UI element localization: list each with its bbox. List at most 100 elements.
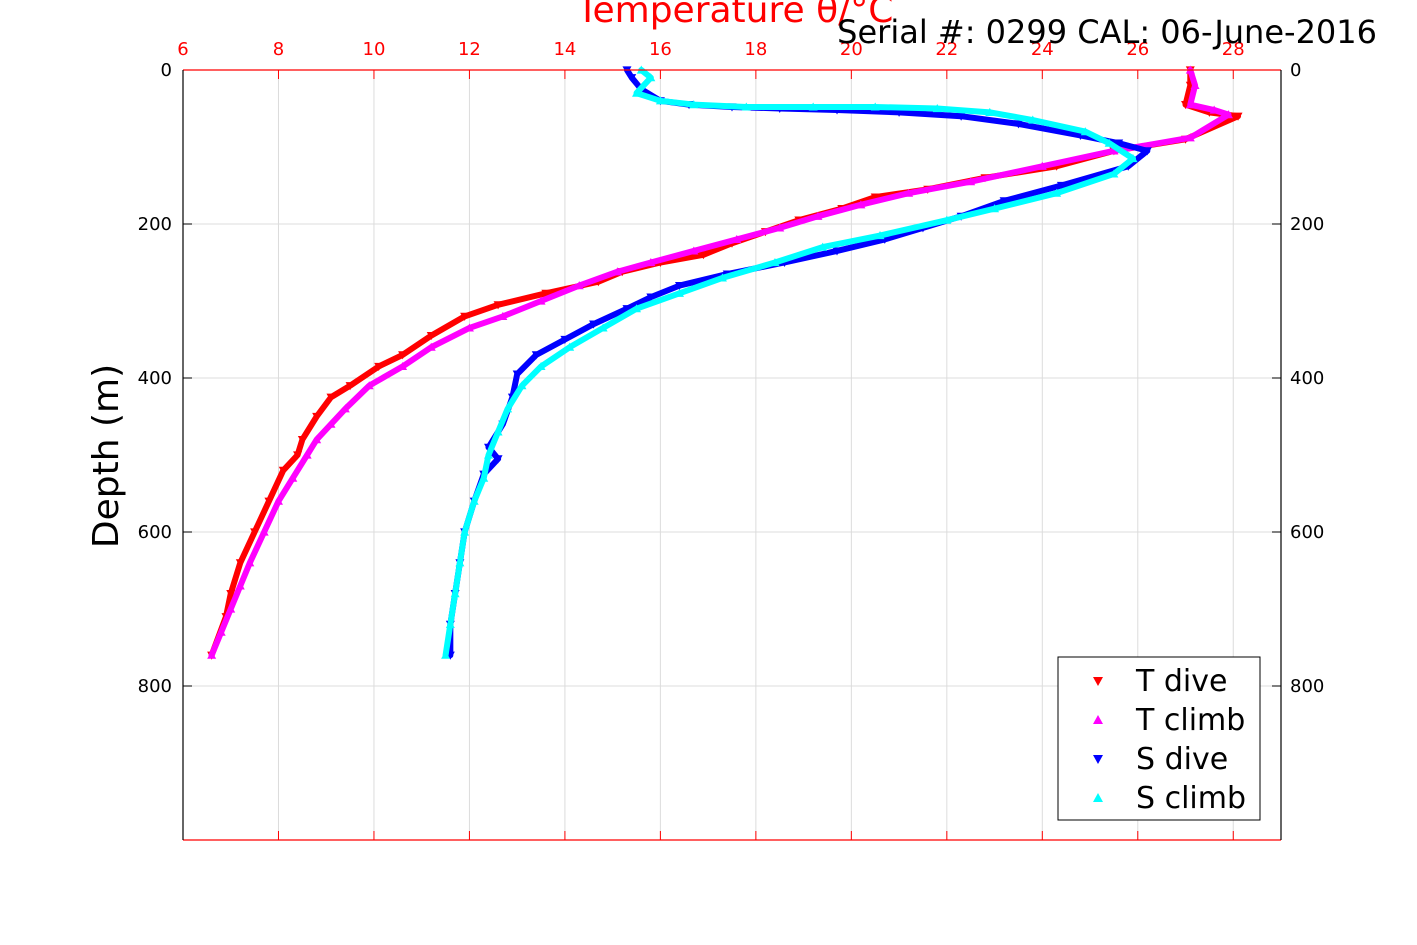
- data-point: [1037, 161, 1047, 170]
- data-point: [875, 231, 885, 240]
- data-point: [966, 177, 976, 186]
- data-point: [312, 435, 322, 444]
- data-point: [832, 247, 842, 256]
- data-point: [574, 281, 584, 290]
- data-point: [1056, 181, 1066, 190]
- y-tick-label-left: 400: [138, 368, 172, 389]
- data-point: [904, 188, 914, 197]
- data-point: [374, 362, 384, 371]
- series-s-climb: [441, 65, 1138, 659]
- serial-calibration-text: Serial #: 0299 CAL: 06-June-2016: [837, 13, 1377, 51]
- legend-marker: [1093, 715, 1103, 724]
- data-point: [1028, 115, 1038, 124]
- series-t-climb: [207, 65, 1233, 659]
- data-point: [479, 473, 489, 482]
- data-point: [226, 604, 236, 613]
- data-point: [288, 473, 298, 482]
- data-point: [565, 342, 575, 351]
- y-tick-label-right: 800: [1290, 676, 1324, 697]
- y-tick-label-left: 200: [138, 214, 172, 235]
- data-point: [717, 273, 727, 282]
- data-point: [259, 527, 269, 536]
- data-point: [646, 73, 656, 82]
- legend-box: [1057, 656, 1261, 821]
- series-profile-line: [208, 67, 1232, 659]
- data-point: [589, 320, 599, 329]
- data-point: [1209, 105, 1219, 114]
- y-tick-label-right: 0: [1290, 60, 1301, 81]
- data-point: [1052, 188, 1062, 197]
- data-point: [1109, 146, 1119, 155]
- legend-marker: [1093, 677, 1103, 686]
- data-point: [302, 450, 312, 459]
- data-point: [426, 332, 436, 341]
- labels-layer: 6 8 10 12 14 16 18 20 22 24 26 28 0 0 200 200 400 400 600 6…: [138, 39, 1325, 697]
- data-point: [207, 650, 217, 659]
- data-point: [813, 211, 823, 220]
- y-tick-label-right: 600: [1290, 522, 1324, 543]
- data-point: [345, 382, 355, 391]
- x-tick-label: 18: [744, 39, 767, 60]
- data-point: [216, 627, 226, 636]
- data-point: [808, 102, 818, 111]
- y-tick-label-left: 800: [138, 676, 172, 697]
- y-tick-label-left: 0: [161, 60, 172, 81]
- data-point: [364, 381, 374, 390]
- series-layer: [207, 65, 1243, 660]
- data-point: [1233, 112, 1243, 121]
- data-point: [870, 193, 880, 202]
- data-point: [1190, 80, 1200, 89]
- data-point: [245, 558, 255, 567]
- data-point: [250, 528, 260, 537]
- data-point: [1114, 139, 1124, 148]
- data-point: [426, 342, 436, 351]
- data-point: [894, 108, 904, 117]
- x-tick-label: 28: [1222, 39, 1245, 60]
- data-point: [445, 619, 455, 628]
- data-point: [674, 288, 684, 297]
- x-tick-label: 24: [1031, 39, 1054, 60]
- data-point: [655, 96, 665, 105]
- data-point: [493, 427, 503, 436]
- x-axis-title: Temperature θ/°C: [576, 0, 894, 31]
- data-point: [646, 293, 656, 302]
- x-tick-label: 26: [1126, 39, 1149, 60]
- data-point: [469, 496, 479, 505]
- series-profile-line: [442, 67, 1137, 659]
- data-point: [689, 246, 699, 255]
- data-point: [990, 204, 1000, 213]
- data-point: [818, 242, 828, 251]
- data-point: [1185, 133, 1195, 142]
- legend: T dive T climb S dive S climb: [1057, 656, 1261, 821]
- data-point: [441, 650, 451, 659]
- data-point: [464, 323, 474, 332]
- data-point: [775, 223, 785, 232]
- y-tick-label-right: 200: [1290, 214, 1324, 235]
- data-point: [689, 100, 699, 109]
- x-tick-label: 8: [273, 39, 284, 60]
- legend-label: S climb: [1136, 781, 1246, 816]
- data-point: [450, 589, 460, 598]
- y-tick-label-left: 600: [138, 522, 172, 543]
- x-tick-label: 22: [935, 39, 958, 60]
- data-point: [1013, 120, 1023, 129]
- x-tick-label: 6: [177, 39, 188, 60]
- data-point: [493, 301, 503, 310]
- legend-label: T dive: [1135, 664, 1227, 699]
- data-point: [1185, 100, 1195, 109]
- y-tick-label-right: 400: [1290, 368, 1324, 389]
- data-point: [498, 311, 508, 320]
- series-s-dive: [445, 66, 1152, 660]
- y-axis-title: Depth (m): [86, 364, 127, 548]
- data-point: [856, 200, 866, 209]
- data-point: [460, 312, 470, 321]
- data-point: [632, 88, 642, 97]
- data-point: [398, 351, 408, 360]
- x-tick-label: 16: [649, 39, 672, 60]
- data-point: [517, 381, 527, 390]
- data-point: [293, 451, 303, 460]
- data-point: [297, 436, 307, 445]
- data-point: [627, 74, 637, 83]
- data-point: [674, 282, 684, 291]
